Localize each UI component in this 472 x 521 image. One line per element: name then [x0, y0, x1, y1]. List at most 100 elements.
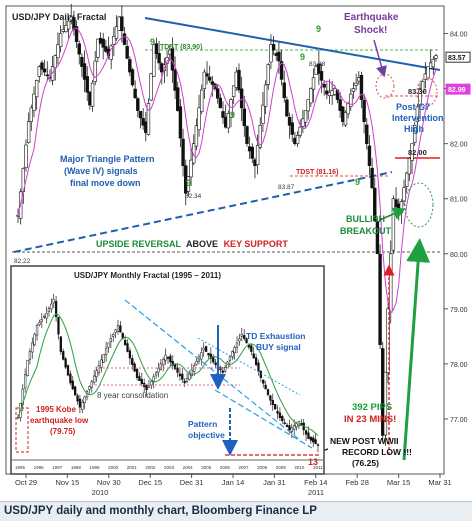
daily-candle-body: [157, 53, 161, 64]
daily-candle-body: [181, 138, 185, 166]
x-year-label: 2010: [92, 488, 109, 497]
daily-candle-body: [290, 122, 294, 135]
monthly-candle-body: [66, 365, 70, 376]
daily-candle-body: [303, 110, 308, 123]
daily-candle-body: [165, 57, 169, 64]
daily-candle-body: [66, 20, 71, 30]
monthly-candle-body: [257, 362, 260, 372]
daily-candle-body: [351, 88, 356, 92]
daily-candle-body: [229, 99, 233, 118]
monthly-year-label: 1997: [52, 465, 63, 470]
daily-candle-body: [136, 98, 140, 111]
monthly-candle-body: [226, 361, 229, 369]
daily-candle-body: [269, 44, 273, 63]
monthly-candle-body: [271, 400, 274, 405]
daily-candle-body: [250, 146, 254, 159]
daily-candle-body: [93, 60, 97, 82]
daily-candle-body: [317, 63, 321, 74]
y-tick-label: 81.00: [450, 197, 468, 204]
monthly-candle-body: [114, 329, 117, 333]
daily-candle-body: [266, 64, 270, 85]
monthly-candle-body: [176, 367, 179, 373]
monthly-year-label: 2000: [108, 465, 119, 470]
monthly-moving-average: [17, 313, 319, 437]
daily-candle-body: [176, 87, 180, 111]
monthly-candle-body: [231, 351, 234, 357]
nine-count-b: 9: [316, 24, 321, 34]
wedge-guide-line: [197, 337, 301, 396]
monthly-year-label: 2003: [164, 465, 175, 470]
monthly-candle-body: [73, 386, 77, 396]
daily-candle-body: [125, 46, 129, 59]
monthly-candle-body: [128, 350, 132, 359]
td-exhaustion-label: TD Exhaustion BUY signal: [246, 331, 308, 352]
monthly-candle-body: [304, 430, 308, 435]
monthly-candle-body: [281, 416, 284, 422]
breakout-circle: [404, 182, 434, 228]
monthly-candle-body: [166, 357, 170, 359]
monthly-year-label: 2006: [220, 465, 231, 470]
daily-candle-body: [154, 43, 159, 55]
monthly-candle-body: [112, 333, 115, 337]
figure-caption: USD/JPY daily and monthly chart, Bloombe…: [0, 501, 472, 521]
x-tick-label: Feb 28: [346, 478, 369, 487]
monthly-candle-body: [131, 358, 134, 365]
monthly-candle-body: [95, 370, 98, 378]
record-low-label: NEW POST WWII RECORD LOW !!! (76.25): [330, 436, 414, 468]
daily-candle-body: [383, 371, 388, 436]
daily-candle-body: [82, 63, 87, 80]
monthly-candle-body: [173, 364, 177, 370]
monthly-candle-body: [314, 439, 317, 445]
monthly-candle-body: [204, 346, 208, 352]
daily-candle-body: [431, 58, 436, 68]
daily-candle-body: [378, 253, 382, 345]
monthly-candle-body: [250, 345, 253, 352]
daily-candle-body: [407, 158, 412, 175]
monthly-year-label: 2010: [294, 465, 305, 470]
daily-candles: [16, 3, 438, 446]
daily-candle-body: [343, 112, 348, 126]
monthly-candle-body: [223, 367, 227, 372]
daily-candle-body: [255, 145, 260, 165]
earthquake-arrow: [373, 39, 387, 78]
x-axis-ticks: Oct 29 Nov 15 Nov 30 Dec 15 Dec 31 Jan 14 Jan …: [15, 474, 452, 497]
daily-candle-body: [237, 69, 241, 91]
daily-candle-body: [90, 82, 95, 107]
kobe-label: 1995 Kobe earthquake low (79.75): [30, 405, 90, 436]
bullish-breakout-label: BULLISH BREAKOUT: [340, 214, 392, 236]
earthquake-label: Earthquake Shock!: [344, 12, 401, 36]
daily-candle-body: [298, 126, 302, 136]
daily-candle-body: [287, 117, 292, 126]
monthly-candle-body: [90, 380, 93, 388]
daily-candle-body: [74, 26, 79, 43]
daily-candle-body: [338, 99, 342, 111]
triangle-label: Major Triangle Pattern (Wave IV) signals…: [60, 154, 157, 188]
monthly-candle-body: [147, 385, 151, 388]
daily-candle-body: [210, 81, 215, 85]
daily-candle-body: [112, 35, 116, 45]
tdst-top-label: TDST (83.90): [160, 44, 202, 51]
y-tag-box: [445, 83, 471, 95]
x-tick-label: Nov 15: [56, 478, 80, 487]
monthly-candle-body: [219, 366, 222, 371]
daily-candle-body: [362, 99, 366, 122]
monthly-year-label: 2002: [145, 465, 156, 470]
daily-candle-body: [242, 108, 247, 127]
monthly-year-label: 1999: [89, 465, 100, 470]
monthly-candle-body: [164, 354, 167, 361]
monthly-year-label: 1996: [34, 465, 45, 470]
daily-candle-body: [138, 111, 143, 119]
daily-candle-body: [399, 201, 404, 214]
daily-candle-body: [263, 84, 268, 107]
daily-candle-body: [173, 69, 177, 91]
monthly-candle-body: [138, 376, 141, 381]
monthly-candle-body: [71, 380, 74, 390]
y-tick-label: 77.00: [450, 417, 468, 424]
y-tick-label: 82.00: [450, 142, 468, 149]
monthly-candle-body: [171, 360, 174, 366]
daily-candle-body: [285, 99, 289, 117]
monthly-candle-body: [154, 372, 158, 376]
monthly-candle-body: [57, 317, 60, 335]
daily-candle-body: [45, 74, 49, 77]
monthly-candle-body: [28, 351, 32, 360]
